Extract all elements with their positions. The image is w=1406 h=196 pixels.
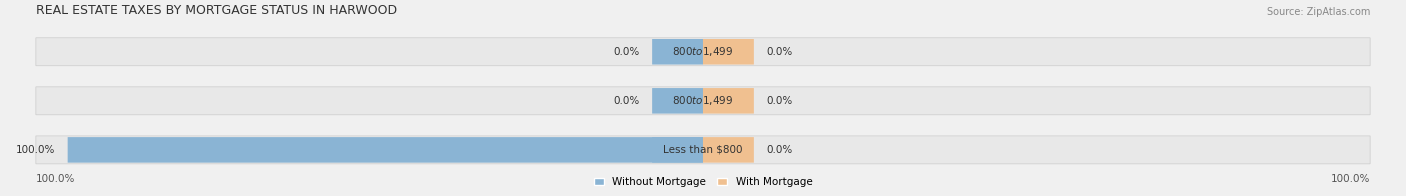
Text: 100.0%: 100.0% xyxy=(15,145,55,155)
FancyBboxPatch shape xyxy=(703,39,754,64)
FancyBboxPatch shape xyxy=(37,136,1369,164)
Text: 0.0%: 0.0% xyxy=(766,145,793,155)
FancyBboxPatch shape xyxy=(37,87,1369,115)
FancyBboxPatch shape xyxy=(703,137,754,163)
FancyBboxPatch shape xyxy=(67,137,703,163)
Text: 0.0%: 0.0% xyxy=(613,47,640,57)
Text: REAL ESTATE TAXES BY MORTGAGE STATUS IN HARWOOD: REAL ESTATE TAXES BY MORTGAGE STATUS IN … xyxy=(37,5,396,17)
Text: $800 to $1,499: $800 to $1,499 xyxy=(672,94,734,107)
FancyBboxPatch shape xyxy=(652,88,703,113)
Text: $800 to $1,499: $800 to $1,499 xyxy=(672,45,734,58)
Legend: Without Mortgage, With Mortgage: Without Mortgage, With Mortgage xyxy=(589,173,817,191)
FancyBboxPatch shape xyxy=(652,137,703,163)
Text: Less than $800: Less than $800 xyxy=(664,145,742,155)
Text: 0.0%: 0.0% xyxy=(613,96,640,106)
Text: 100.0%: 100.0% xyxy=(37,174,76,184)
Text: 0.0%: 0.0% xyxy=(766,96,793,106)
Text: 100.0%: 100.0% xyxy=(1330,174,1369,184)
FancyBboxPatch shape xyxy=(37,38,1369,66)
FancyBboxPatch shape xyxy=(703,88,754,113)
Text: 0.0%: 0.0% xyxy=(766,47,793,57)
FancyBboxPatch shape xyxy=(652,39,703,64)
Text: Source: ZipAtlas.com: Source: ZipAtlas.com xyxy=(1267,7,1369,17)
